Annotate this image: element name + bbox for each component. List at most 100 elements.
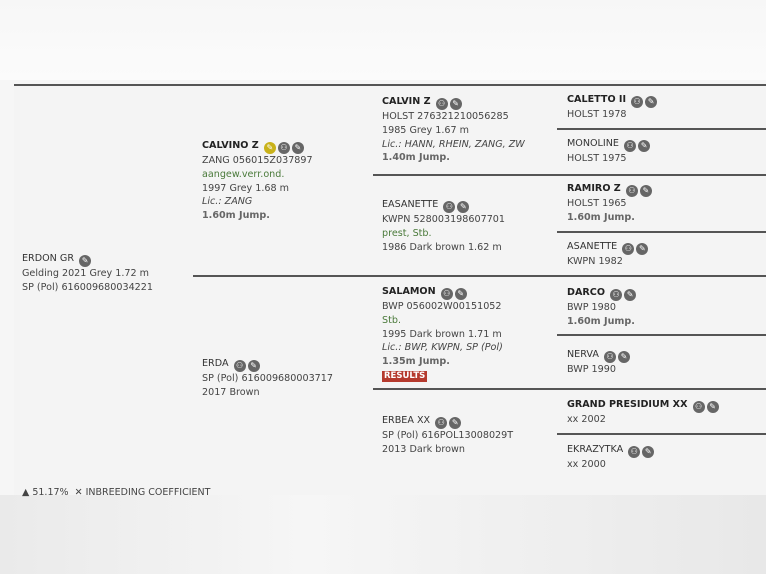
pedigree-icon[interactable]: ⚇: [631, 96, 644, 108]
reg: BWP 056002W00151052: [382, 301, 502, 312]
horse-entry: ERDON GR ✎ Gelding 2021 Grey 1.72 m SP (…: [22, 252, 153, 295]
edit-icon[interactable]: ✎: [624, 289, 637, 301]
edit-icon[interactable]: ✎: [642, 446, 655, 458]
divider: [373, 174, 766, 176]
pedigree-icon[interactable]: ⚇: [610, 289, 623, 301]
horse-name[interactable]: EKRAZYTKA: [567, 444, 624, 455]
horse-name[interactable]: NERVA: [567, 349, 599, 360]
info: HOLST 1965: [567, 198, 627, 209]
licence: Lic.: ZANG: [202, 196, 253, 208]
pedigree-icon[interactable]: ⚇: [625, 185, 638, 197]
info: 2017 Brown: [202, 386, 260, 398]
licence: Lic.: HANN, RHEIN, ZANG, ZW: [382, 138, 525, 150]
horse-name[interactable]: ERBEA XX: [382, 415, 431, 426]
edit-icon[interactable]: ✎: [617, 351, 630, 363]
info: 2013 Dark brown: [382, 443, 465, 455]
horse-name[interactable]: EASANETTE: [382, 199, 439, 210]
divider: [557, 433, 766, 435]
info: 1986 Dark brown 1.62 m: [382, 241, 502, 253]
horse-info: Gelding 2021 Grey 1.72 m: [22, 268, 149, 279]
status: prest, Stb.: [382, 227, 432, 239]
edit-icon[interactable]: ✎: [291, 142, 304, 154]
info: HOLST 1975: [567, 153, 627, 164]
horse-name[interactable]: MONOLINE: [567, 138, 619, 149]
pedigree-icon[interactable]: ⚇: [624, 140, 637, 152]
edit-icon[interactable]: ✎: [639, 185, 652, 197]
pedigree-icon[interactable]: ⚇: [622, 243, 635, 255]
g4-entry: CALETTO II ⚇ ✎ HOLST 1978: [567, 93, 658, 122]
horse-name[interactable]: RAMIRO Z: [567, 183, 621, 194]
pedigree-icon[interactable]: ⚇: [233, 360, 246, 372]
inbreeding-label[interactable]: INBREEDING COEFFICIENT: [85, 487, 211, 498]
edit-icon[interactable]: ✎: [645, 96, 658, 108]
edit-icon[interactable]: ✎: [454, 288, 467, 300]
g4-entry: GRAND PRESIDIUM XX ⚇ ✎ xx 2002: [567, 398, 719, 427]
edit-icon[interactable]: ✎: [449, 417, 462, 429]
edit-icon[interactable]: ✎: [636, 243, 649, 255]
edit-icon[interactable]: ✎: [247, 360, 260, 372]
g4-entry: NERVA ⚇ ✎ BWP 1990: [567, 348, 630, 377]
divider: [557, 128, 766, 130]
pedigree-icon[interactable]: ⚇: [692, 401, 705, 413]
percent: 51.17%: [32, 487, 69, 498]
pedigree-icon[interactable]: ⚇: [443, 201, 456, 213]
info: BWP 1990: [567, 364, 616, 375]
horse-name[interactable]: CALETTO II: [567, 94, 627, 105]
pedigree-icon[interactable]: ⚇: [277, 142, 290, 154]
horse-name[interactable]: ASANETTE: [567, 241, 618, 252]
dna-icon: ✕: [74, 487, 83, 498]
edit-icon[interactable]: ✎: [706, 401, 719, 413]
g4-entry: ASANETTE ⚇ ✎ KWPN 1982: [567, 240, 649, 269]
jump: 1.60m Jump.: [567, 315, 635, 327]
g4-entry: RAMIRO Z ⚇ ✎ HOLST 1965 1.60m Jump.: [567, 182, 652, 225]
blurred-header: [0, 0, 766, 80]
horse-reg: SP (Pol) 616009680034221: [22, 281, 153, 293]
status: Stb.: [382, 314, 401, 326]
divider: [373, 388, 766, 390]
horse-name[interactable]: ERDON GR: [22, 253, 74, 264]
divider: [193, 275, 766, 277]
info: BWP 1980: [567, 302, 616, 313]
edit-icon[interactable]: ✎: [449, 98, 462, 110]
horse-name[interactable]: CALVIN Z: [382, 96, 431, 107]
sire-name[interactable]: CALVINO Z: [202, 140, 259, 151]
pedigree-panel: [14, 84, 766, 495]
info: KWPN 1982: [567, 256, 623, 267]
jump: 1.35m Jump.: [382, 356, 450, 368]
sire-entry: CALVINO Z ✎ ⚇ ✎ ZANG 056015Z037897 aangew.…: [202, 139, 313, 223]
info: 1985 Grey 1.67 m: [382, 124, 470, 136]
pedigree-icon[interactable]: ⚇: [440, 288, 453, 300]
dam-name[interactable]: ERDA: [202, 358, 229, 369]
reg: SP (Pol) 616POL13008029T: [382, 430, 514, 441]
divider: [557, 231, 766, 233]
pedigree-icon[interactable]: ⚇: [435, 417, 448, 429]
pedigree-icon[interactable]: ⚇: [603, 351, 616, 363]
g4-entry: EKRAZYTKA ⚇ ✎ xx 2000: [567, 443, 655, 472]
horse-name[interactable]: SALAMON: [382, 286, 436, 297]
g4-entry: MONOLINE ⚇ ✎ HOLST 1975: [567, 137, 651, 166]
info: 1995 Dark brown 1.71 m: [382, 328, 502, 340]
reg: ZANG 056015Z037897: [202, 155, 313, 166]
reg: HOLST 276321210056285: [382, 111, 509, 122]
info: xx 2002: [567, 414, 606, 425]
edit-icon[interactable]: ✎: [79, 255, 92, 267]
horse-name[interactable]: DARCO: [567, 287, 605, 298]
divider: [557, 334, 766, 336]
pedigree-icon[interactable]: ⚇: [628, 446, 641, 458]
inbreeding-footer: ▲ 51.17% ✕ INBREEDING COEFFICIENT: [22, 487, 210, 498]
results-button[interactable]: RESULTS: [382, 370, 428, 382]
dam-entry: ERDA ⚇ ✎ SP (Pol) 616009680003717 2017 Br…: [202, 357, 333, 400]
licence: Lic.: BWP, KWPN, SP (Pol): [382, 342, 503, 354]
edit-yellow-icon[interactable]: ✎: [263, 142, 276, 154]
info: xx 2000: [567, 459, 606, 470]
edit-icon[interactable]: ✎: [457, 201, 470, 213]
edit-icon[interactable]: ✎: [638, 140, 651, 152]
reg: KWPN 528003198607701: [382, 214, 506, 225]
status: aangew.verr.ond.: [202, 168, 285, 180]
horse-name[interactable]: GRAND PRESIDIUM XX: [567, 399, 688, 410]
g4-entry: DARCO ⚇ ✎ BWP 1980 1.60m Jump.: [567, 286, 637, 329]
sd-entry: EASANETTE ⚇ ✎ KWPN 528003198607701 prest,…: [382, 198, 505, 254]
pedigree-icon[interactable]: ⚇: [435, 98, 448, 110]
reg: SP (Pol) 616009680003717: [202, 373, 333, 384]
dd-entry: ERBEA XX ⚇ ✎ SP (Pol) 616POL13008029T 201…: [382, 414, 513, 457]
